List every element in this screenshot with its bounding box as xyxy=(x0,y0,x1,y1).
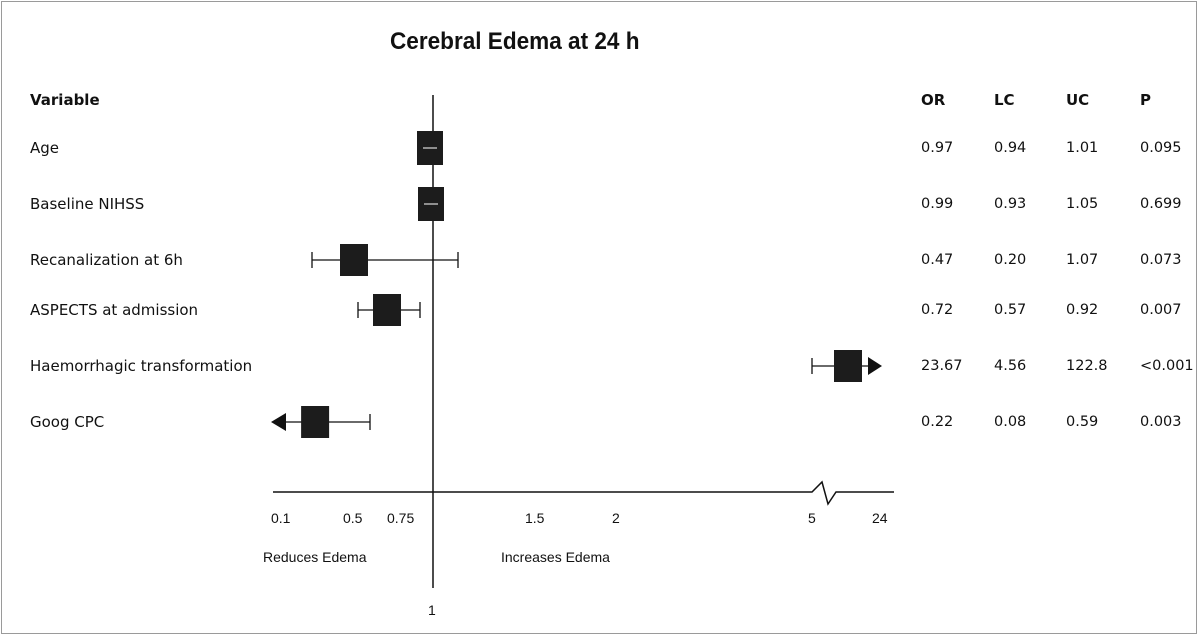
x-tick-label: 0.75 xyxy=(387,510,415,526)
column-header-variable: Variable xyxy=(30,91,100,109)
row-variable-label: Goog CPC xyxy=(30,413,105,431)
row-uc-value: 122.8 xyxy=(1066,358,1108,374)
ci-arrow-left xyxy=(271,413,286,431)
x-axis xyxy=(273,480,894,506)
ci-arrow-right xyxy=(868,357,882,375)
x-tick-label: 24 xyxy=(872,510,888,526)
row-uc-value: 1.05 xyxy=(1066,196,1099,212)
column-header-p: P xyxy=(1140,91,1151,109)
row-or-value: 0.47 xyxy=(921,252,954,268)
x-tick-label: 1.5 xyxy=(525,510,545,526)
row-variable-label: Age xyxy=(30,139,60,157)
row-p-value: 0.073 xyxy=(1140,252,1182,268)
row-variable-label: ASPECTS at admission xyxy=(30,301,199,319)
column-header-uc: UC xyxy=(1066,91,1090,109)
row-or-value: 0.99 xyxy=(921,196,954,212)
point-estimate-marker xyxy=(301,406,330,438)
row-lc-value: 0.93 xyxy=(994,196,1027,212)
row-lc-value: 0.57 xyxy=(994,302,1027,318)
row-uc-value: 0.92 xyxy=(1066,302,1099,318)
point-estimate-marker xyxy=(373,294,401,326)
row-lc-value: 4.56 xyxy=(994,358,1027,374)
row-lc-value: 0.20 xyxy=(994,252,1027,268)
increases-edema-label: Increases Edema xyxy=(501,549,610,565)
x-tick-label: 0.1 xyxy=(271,510,291,526)
reduces-edema-label: Reduces Edema xyxy=(263,549,367,565)
row-variable-label: Recanalization at 6h xyxy=(30,251,183,269)
row-p-value: 0.699 xyxy=(1140,196,1182,212)
row-p-value: 0.095 xyxy=(1140,140,1182,156)
row-p-value: 0.003 xyxy=(1140,414,1182,430)
row-p-value: 0.007 xyxy=(1140,302,1182,318)
x-tick-label: 2 xyxy=(612,510,620,526)
row-lc-value: 0.08 xyxy=(994,414,1027,430)
row-or-value: 0.72 xyxy=(921,302,954,318)
point-estimate-marker xyxy=(340,244,368,276)
column-header-lc: LC xyxy=(994,91,1015,109)
point-estimate-marker xyxy=(834,350,862,382)
row-uc-value: 0.59 xyxy=(1066,414,1099,430)
column-header-or: OR xyxy=(921,91,946,109)
row-p-value: <0.001 xyxy=(1140,358,1194,374)
x-tick-label: 0.5 xyxy=(343,510,363,526)
row-variable-label: Baseline NIHSS xyxy=(30,195,145,213)
x-tick-label: 5 xyxy=(808,510,816,526)
row-or-value: 0.22 xyxy=(921,414,954,430)
row-uc-value: 1.07 xyxy=(1066,252,1099,268)
reference-line-label: 1 xyxy=(428,602,436,618)
row-lc-value: 0.94 xyxy=(994,140,1027,156)
chart-title: Cerebral Edema at 24 h xyxy=(390,28,640,55)
row-variable-label: Haemorrhagic transformation xyxy=(30,357,253,375)
row-or-value: 0.97 xyxy=(921,140,954,156)
row-uc-value: 1.01 xyxy=(1066,140,1099,156)
row-or-value: 23.67 xyxy=(921,358,963,374)
